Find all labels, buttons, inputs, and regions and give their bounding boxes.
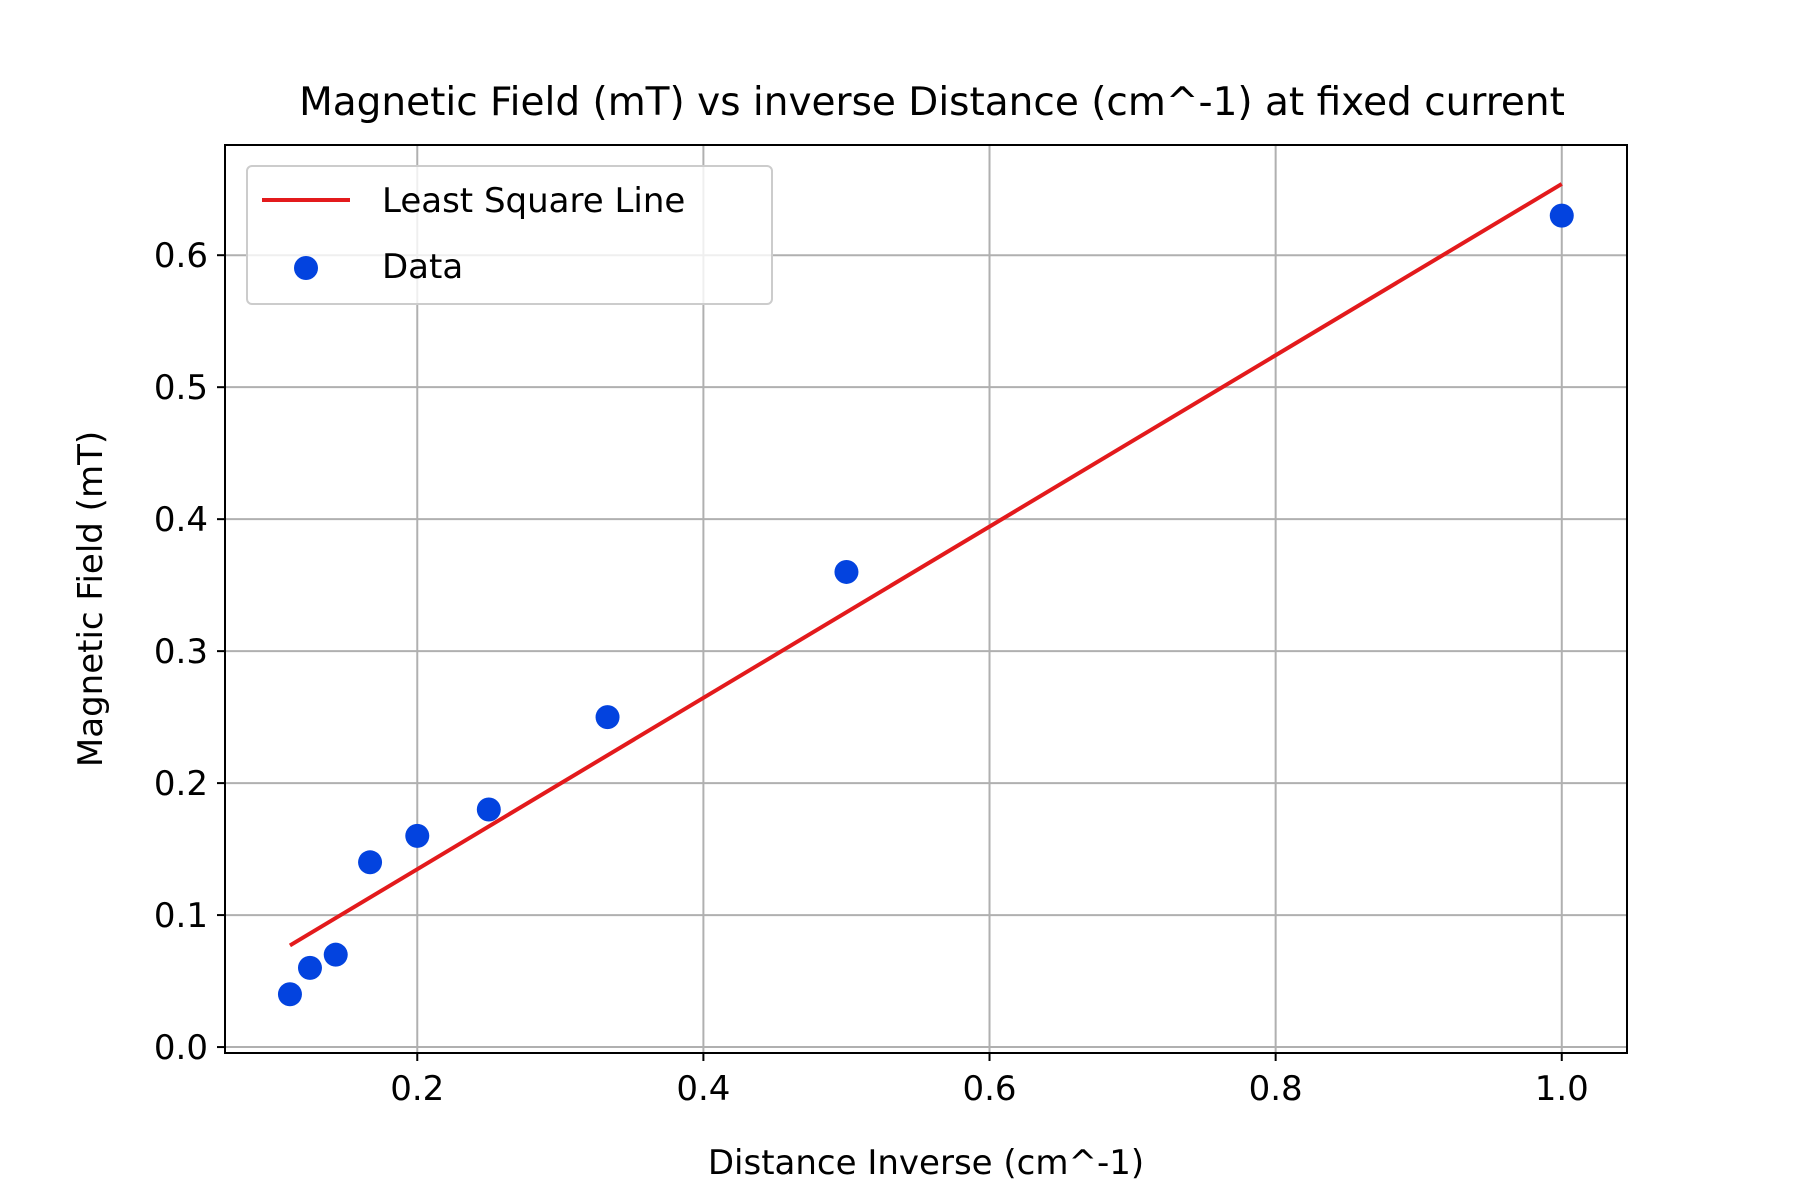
data-point	[834, 559, 859, 584]
data-point	[595, 705, 620, 730]
data-point	[1549, 203, 1574, 228]
y-tick-label: 0.6	[154, 236, 208, 276]
y-tick-label: 0.4	[154, 500, 208, 540]
x-tick-label: 0.2	[390, 1069, 444, 1109]
y-axis: 0.0 0.1 0.2 0.3 0.4 0.5 0.6	[154, 236, 225, 1068]
y-axis-label: Magnetic Field (mT)	[71, 431, 111, 767]
data-point	[297, 955, 322, 980]
x-tick-label: 0.4	[676, 1069, 730, 1109]
legend: Least Square Line Data	[246, 165, 773, 305]
grid-layer	[225, 145, 1627, 1053]
y-tick-label: 0.0	[154, 1028, 208, 1068]
y-tick-label: 0.5	[154, 368, 208, 408]
x-tick-label: 1.0	[1535, 1069, 1589, 1109]
legend-label-line: Least Square Line	[382, 181, 685, 221]
legend-box	[246, 165, 773, 305]
series-layer	[277, 182, 1574, 1007]
x-tick-label: 0.8	[1249, 1069, 1303, 1109]
plot-frame	[224, 144, 1628, 1054]
chart-title: Magnetic Field (mT) vs inverse Distance …	[299, 80, 1565, 125]
least-square-line	[288, 182, 1563, 948]
y-tick-label: 0.2	[154, 764, 208, 804]
data-point	[476, 797, 501, 822]
legend-label-data: Data	[382, 247, 463, 287]
y-tick-label: 0.3	[154, 632, 208, 672]
data-point	[405, 823, 430, 848]
y-tick-label: 0.1	[154, 896, 208, 936]
legend-marker-swatch	[294, 256, 318, 280]
data-point	[358, 850, 383, 875]
data-point	[323, 942, 348, 967]
x-axis-label: Distance Inverse (cm^-1)	[708, 1143, 1144, 1183]
x-tick-label: 0.6	[962, 1069, 1016, 1109]
x-axis: 0.2 0.4 0.6 0.8 1.0	[390, 1053, 1589, 1109]
data-point	[277, 982, 302, 1007]
